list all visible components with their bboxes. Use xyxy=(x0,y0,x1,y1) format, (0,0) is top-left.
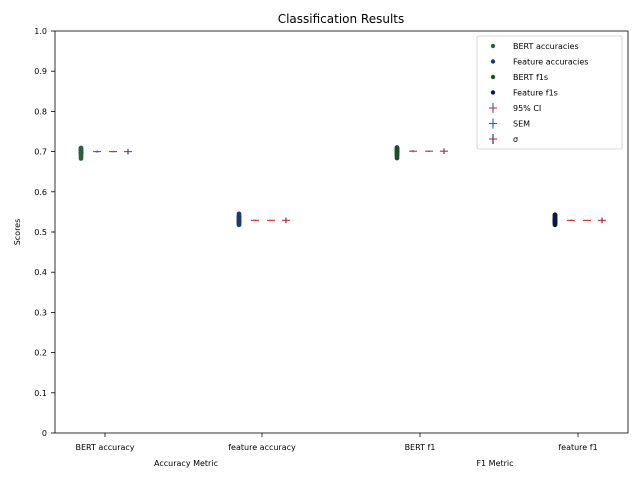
legend-entry: σ xyxy=(489,134,518,144)
y-tick-label: 0.9 xyxy=(34,67,47,76)
y-tick-label: 0 xyxy=(42,429,47,438)
legend-marker xyxy=(490,59,496,64)
y-tick-label: 0.7 xyxy=(34,148,47,157)
y-tick-label: 0.8 xyxy=(34,107,47,116)
y-axis-label: Scores xyxy=(13,219,22,246)
std-errorbar xyxy=(598,217,606,224)
ci95-errorbar xyxy=(93,150,101,153)
data-point xyxy=(236,211,242,217)
legend-label: Feature accuracies xyxy=(513,58,588,67)
legend-label: 95% CI xyxy=(513,104,541,113)
legend-entry: SEM xyxy=(489,118,530,129)
x-tick-label: feature f1 xyxy=(558,443,597,452)
x-group-label: Accuracy Metric xyxy=(154,459,218,468)
legend-label: Feature f1s xyxy=(513,89,558,98)
std-errorbar xyxy=(282,217,290,224)
legend-entry: 95% CI xyxy=(489,103,541,113)
data-point xyxy=(552,212,558,218)
data-point xyxy=(78,145,84,151)
legend-marker xyxy=(490,43,496,49)
ticks-layer: 0 0.1 0.2 0.3 0.4 0.5 0.6 0.7 0.8 0.9 1.0 BERT accu… xyxy=(34,27,597,468)
sem-errorbar xyxy=(425,150,433,153)
ci95-errorbar xyxy=(567,219,575,222)
legend-marker xyxy=(490,90,496,95)
y-tick-label: 0.2 xyxy=(34,349,47,358)
legend-entry: BERT f1s xyxy=(490,73,548,82)
series-1 xyxy=(78,145,84,161)
std-errorbar xyxy=(440,148,448,155)
y-tick-label: 0.1 xyxy=(34,389,47,398)
sem-errorbar xyxy=(583,219,591,221)
legend-box xyxy=(476,35,623,150)
legend-entry: BERT accuracies xyxy=(490,42,579,51)
series-2 xyxy=(236,211,242,228)
y-tick-label: 0.3 xyxy=(34,308,47,317)
marks-layer xyxy=(78,145,606,228)
legend-label: σ xyxy=(513,135,518,144)
legend-label: BERT accuracies xyxy=(513,42,579,51)
series-4 xyxy=(552,212,558,228)
std-errorbar xyxy=(124,148,132,155)
legend: BERT accuracies Feature accuracies BERT f1… xyxy=(476,35,623,150)
plot-frame xyxy=(54,30,629,434)
ci95-errorbar xyxy=(251,219,259,222)
ci95-errorbar xyxy=(409,149,417,153)
sem-errorbar xyxy=(109,150,117,153)
legend-label: BERT f1s xyxy=(513,73,548,82)
data-point xyxy=(394,145,400,150)
x-group-label: F1 Metric xyxy=(476,459,513,468)
legend-entry: Feature accuracies xyxy=(490,58,588,67)
sem-errorbar xyxy=(267,219,275,221)
legend-label: SEM xyxy=(513,120,530,129)
x-tick-label: BERT f1 xyxy=(405,443,436,452)
x-tick-label: BERT accuracy xyxy=(75,443,134,452)
x-tick-label: feature accuracy xyxy=(228,443,296,452)
legend-marker xyxy=(490,74,496,80)
y-tick-label: 1.0 xyxy=(34,27,47,36)
y-tick-label: 0.4 xyxy=(34,268,47,277)
chart-title: Classification Results xyxy=(278,12,405,26)
y-tick-label: 0.6 xyxy=(34,188,47,197)
y-tick-label: 0.5 xyxy=(34,228,47,237)
legend-entry: Feature f1s xyxy=(490,89,558,98)
series-3 xyxy=(394,145,400,161)
